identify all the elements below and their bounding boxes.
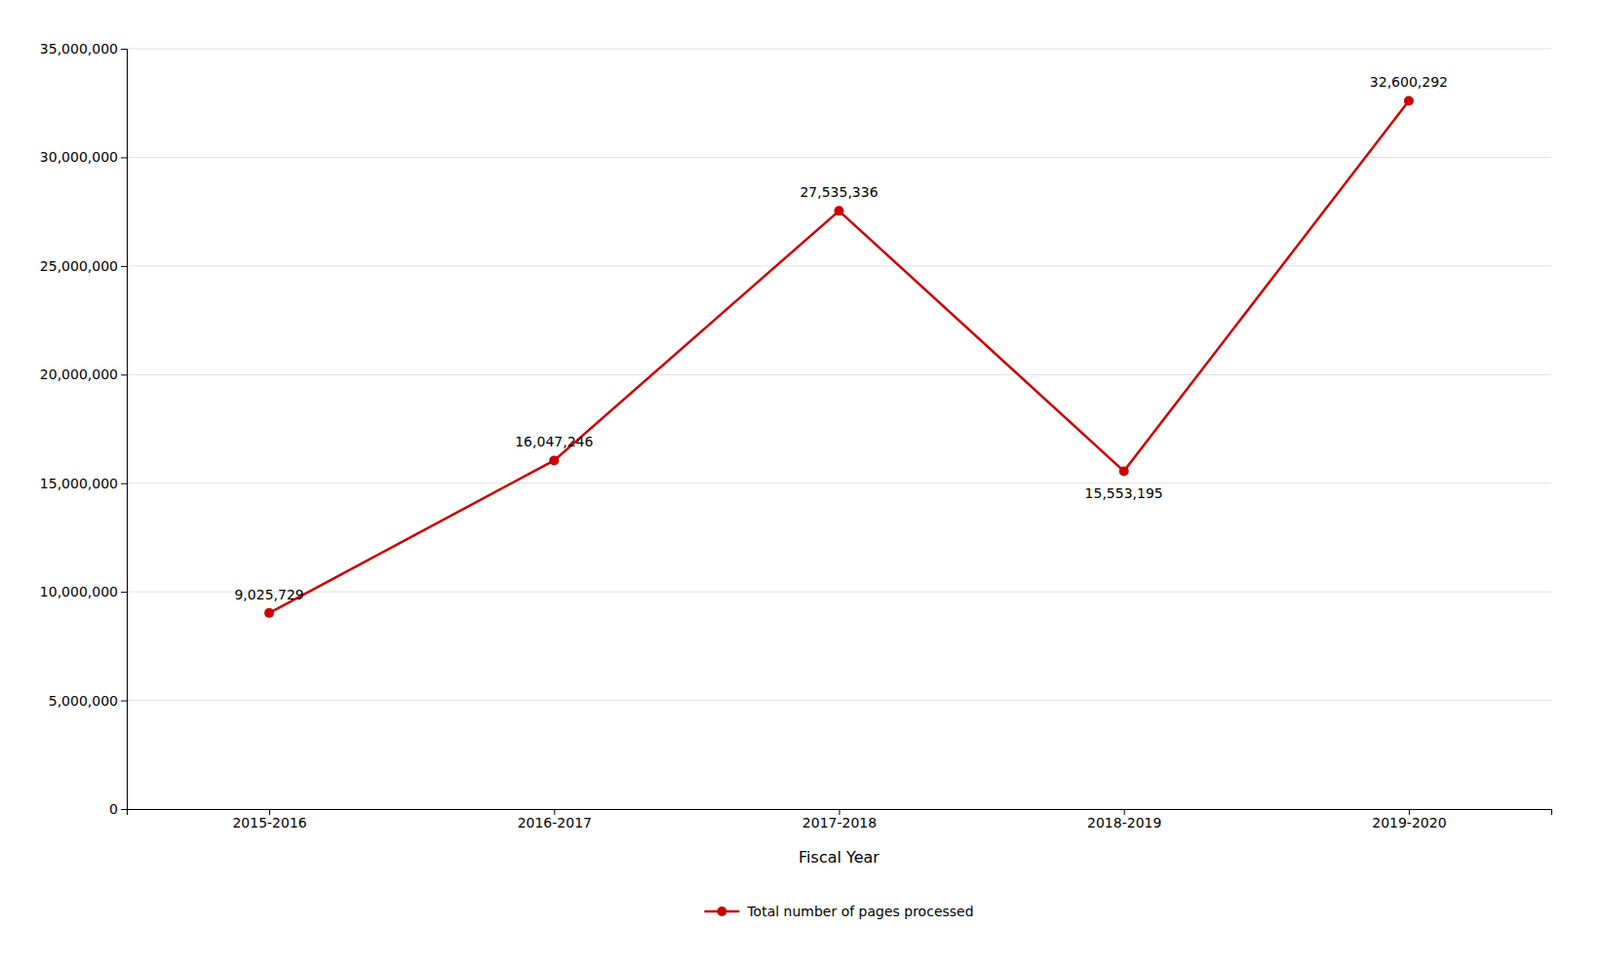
data-labels: 9,025,729 16,047,246 27,535,336 15,553,195 3… <box>234 74 1448 602</box>
y-tick: 25,000,000 <box>39 258 127 274</box>
y-tick: 5,000,000 <box>48 693 127 709</box>
y-tick-mark <box>120 374 127 376</box>
y-tick-label: 10,000,000 <box>39 584 118 600</box>
grid-line <box>126 374 1552 376</box>
legend-label: Total number of pages processed <box>745 903 974 920</box>
y-axis-line <box>120 49 128 811</box>
x-tick-label: 2017-2018 <box>802 815 877 831</box>
y-tick-mark <box>120 266 127 268</box>
point <box>548 455 559 466</box>
x-tick: 2017-2018 <box>802 809 877 831</box>
y-axis: 0 5,000,000 10,000,000 15,000,000 20,000,000… <box>39 40 128 818</box>
y-tick-label: 20,000,000 <box>39 366 118 383</box>
grid-line <box>126 482 1552 484</box>
grid-line <box>126 591 1552 593</box>
x-tick-label: 2015-2016 <box>232 815 307 831</box>
y-tick: 15,000,000 <box>39 475 127 492</box>
marks <box>264 95 1414 618</box>
x-tick: 2016-2017 <box>517 809 592 831</box>
x-tick: 2015-2016 <box>232 809 307 831</box>
point <box>834 205 845 216</box>
y-tick-mark <box>120 809 127 811</box>
grid <box>126 48 1552 810</box>
y-tick-label: 0 <box>109 801 118 818</box>
y-tick-label: 5,000,000 <box>48 693 118 709</box>
data-label: 15,553,195 <box>1085 485 1164 502</box>
y-tick-label: 25,000,000 <box>39 258 118 274</box>
y-tick-mark <box>120 48 127 50</box>
grid-line <box>126 700 1552 702</box>
line <box>269 100 1409 613</box>
x-tick: 2019-2020 <box>1371 809 1446 831</box>
legend-item: Total number of pages processed <box>703 903 974 920</box>
plot: 2015-2016 2016-2017 2017-2018 2018-2019 2019… <box>39 40 1553 867</box>
x-axis: 2015-2016 2016-2017 2017-2018 2018-2019 2019… <box>127 809 1553 831</box>
y-tick-mark <box>120 156 127 158</box>
grid-line <box>126 265 1552 267</box>
x-tick-label: 2016-2017 <box>517 815 592 831</box>
y-tick: 20,000,000 <box>39 366 127 383</box>
y-tick: 0 <box>109 801 127 818</box>
grid-line <box>126 48 1552 50</box>
x-tick: 2018-2019 <box>1087 809 1162 831</box>
y-tick-mark <box>120 701 127 703</box>
data-label: 32,600,292 <box>1369 74 1448 90</box>
point <box>1119 466 1130 476</box>
x-axis-title: Fiscal Year <box>798 848 880 867</box>
x-tick-label: 2018-2019 <box>1087 815 1162 831</box>
point <box>264 608 274 619</box>
point <box>1404 95 1414 106</box>
data-label: 16,047,246 <box>514 433 593 450</box>
x-tick-label: 2019-2020 <box>1371 815 1446 831</box>
y-tick: 30,000,000 <box>39 149 127 165</box>
chart: 2015-2016 2016-2017 2017-2018 2018-2019 2019… <box>0 0 1600 965</box>
y-tick-label: 30,000,000 <box>39 149 118 165</box>
y-tick: 10,000,000 <box>39 584 127 600</box>
y-tick-mark <box>120 591 127 593</box>
data-label: 27,535,336 <box>799 184 878 200</box>
y-tick: 35,000,000 <box>39 40 127 57</box>
y-tick-label: 15,000,000 <box>39 475 118 492</box>
legend: Total number of pages processed <box>703 903 974 920</box>
data-label: 9,025,729 <box>234 586 304 603</box>
grid-line <box>126 156 1552 158</box>
y-tick-mark <box>120 483 127 485</box>
legend-marker <box>716 906 727 917</box>
y-tick-label: 35,000,000 <box>39 40 118 57</box>
